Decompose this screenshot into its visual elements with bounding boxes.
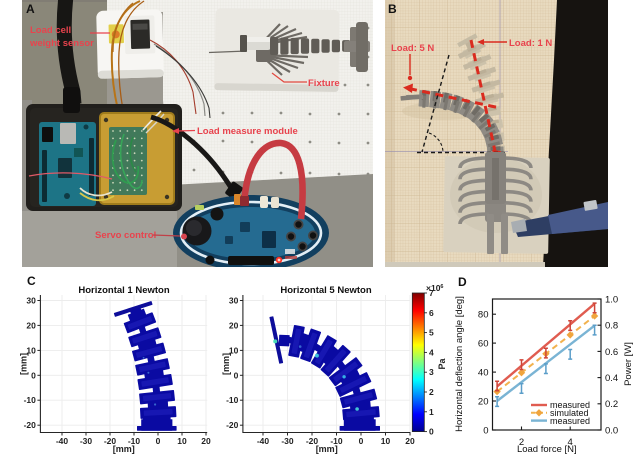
svg-text:B: B (388, 2, 397, 16)
svg-text:-20: -20 (226, 420, 239, 430)
svg-text:[mm]: [mm] (316, 444, 338, 454)
svg-text:-10: -10 (226, 395, 239, 405)
svg-text:0.2: 0.2 (605, 399, 618, 410)
svg-text:Load measure module: Load measure module (197, 126, 298, 137)
svg-text:10: 10 (381, 436, 391, 446)
svg-text:60: 60 (478, 339, 489, 350)
svg-text:Horizontal deflection angle [d: Horizontal deflection angle [deg] (454, 296, 465, 432)
svg-text:Fixture: Fixture (308, 78, 340, 89)
svg-text:20: 20 (405, 436, 415, 446)
svg-text:20: 20 (26, 320, 36, 330)
svg-text:Horizontal 1 Newton: Horizontal 1 Newton (78, 285, 170, 296)
svg-text:-10: -10 (330, 436, 343, 446)
svg-text:measured: measured (550, 400, 590, 410)
svg-text:0: 0 (429, 427, 434, 437)
svg-text:Servo control: Servo control (95, 230, 156, 241)
svg-text:[mm]: [mm] (221, 353, 231, 375)
svg-text:C: C (27, 274, 36, 288)
svg-text:4: 4 (429, 347, 434, 357)
svg-text:30: 30 (229, 296, 239, 306)
svg-text:80: 80 (478, 310, 489, 321)
svg-text:30: 30 (26, 296, 36, 306)
svg-text:0: 0 (156, 436, 161, 446)
svg-text:-30: -30 (281, 436, 294, 446)
svg-text:D: D (458, 275, 467, 289)
svg-text:-20: -20 (24, 420, 37, 430)
svg-text:simulated: simulated (550, 408, 589, 418)
svg-text:40: 40 (478, 368, 489, 379)
svg-text:10: 10 (229, 345, 239, 355)
svg-text:4: 4 (568, 437, 573, 448)
svg-text:Horizontal 5 Newton: Horizontal 5 Newton (280, 285, 372, 296)
svg-text:-10: -10 (24, 395, 37, 405)
svg-text:0.0: 0.0 (605, 425, 618, 436)
svg-text:5: 5 (429, 328, 434, 338)
svg-text:Power [W]: Power [W] (623, 342, 634, 386)
svg-text:-20: -20 (104, 436, 117, 446)
svg-text:20: 20 (478, 396, 489, 407)
svg-text:0: 0 (359, 436, 364, 446)
svg-text:2: 2 (519, 437, 524, 448)
svg-text:-30: -30 (80, 436, 93, 446)
svg-text:1: 1 (429, 407, 434, 417)
svg-text:Load cell: Load cell (30, 25, 71, 36)
svg-text:6: 6 (429, 308, 434, 318)
svg-text:-20: -20 (306, 436, 319, 446)
svg-text:10: 10 (177, 436, 187, 446)
svg-text:7: 7 (429, 288, 434, 298)
svg-text:0: 0 (234, 370, 239, 380)
svg-text:20: 20 (201, 436, 211, 446)
svg-text:weight sensor: weight sensor (29, 38, 94, 49)
svg-text:A: A (26, 2, 35, 16)
svg-text:3: 3 (429, 367, 434, 377)
svg-text:Pa: Pa (437, 358, 447, 370)
svg-text:-10: -10 (128, 436, 141, 446)
svg-text:0.4: 0.4 (605, 373, 618, 384)
svg-text:measured: measured (550, 416, 590, 426)
svg-text:1.0: 1.0 (605, 294, 618, 305)
svg-text:20: 20 (229, 320, 239, 330)
svg-text:0: 0 (483, 425, 488, 436)
svg-text:Load: 5 N: Load: 5 N (391, 43, 434, 54)
svg-text:0.8: 0.8 (605, 321, 618, 332)
svg-text:[mm]: [mm] (18, 353, 28, 375)
svg-text:Load: 1 N: Load: 1 N (509, 38, 552, 49)
svg-text:10: 10 (26, 345, 36, 355)
svg-text:0: 0 (31, 370, 36, 380)
svg-text:-40: -40 (56, 436, 69, 446)
svg-text:-40: -40 (257, 436, 270, 446)
svg-text:×106: ×106 (426, 283, 443, 293)
svg-text:2: 2 (429, 387, 434, 397)
svg-text:Load force [N]: Load force [N] (517, 444, 577, 455)
svg-text:0.6: 0.6 (605, 347, 618, 358)
svg-text:[mm]: [mm] (113, 444, 135, 454)
